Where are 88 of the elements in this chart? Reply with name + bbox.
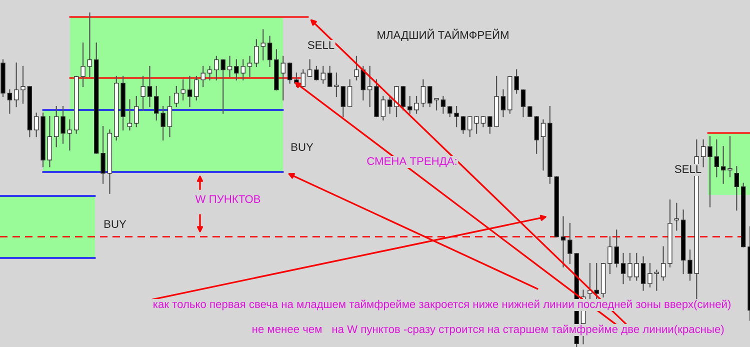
candlestick [674, 202, 679, 231]
candlestick [354, 56, 359, 80]
candlestick [700, 139, 706, 168]
candlestick [634, 252, 639, 281]
annotation: МЛАДШИЙ ТАЙМФРЕЙМ [378, 28, 508, 42]
candlestick [660, 246, 666, 281]
candlestick [420, 79, 426, 108]
candlestick [620, 252, 626, 284]
candlestick [347, 79, 352, 108]
candlestick [167, 96, 172, 138]
candlestick [140, 76, 146, 110]
candlestick [448, 106, 452, 118]
candlestick [7, 89, 12, 114]
candlestick [560, 216, 566, 268]
candlestick [260, 29, 266, 60]
candlestick [608, 236, 612, 274]
candlestick [428, 86, 432, 108]
candlestick [220, 59, 226, 114]
candlestick [654, 270, 659, 291]
candlestick [640, 256, 646, 291]
candlestick [34, 112, 39, 138]
candlestick [500, 89, 506, 118]
candlestick [327, 66, 332, 88]
candlestick [287, 62, 292, 84]
candlestick [728, 136, 732, 178]
annotation: СМЕНА ТРЕНДА: [367, 157, 456, 168]
candlestick [514, 69, 519, 94]
candlestick [400, 86, 406, 110]
candlestick [367, 66, 372, 108]
annotation: BUY [291, 143, 314, 151]
candlestick [340, 86, 346, 118]
annotation: как только первая свеча на младшем таймфрейме закроется ниже нижней линии последней зоны вверх(синей) [154, 300, 730, 310]
candlestick [14, 62, 19, 108]
candlestick [468, 116, 472, 138]
candlestick [147, 66, 152, 108]
candlestick [80, 42, 86, 88]
candlestick [628, 252, 632, 281]
candlestick [60, 106, 66, 144]
candlestick [87, 12, 92, 78]
candlestick [387, 96, 392, 114]
candlestick [480, 116, 486, 128]
annotation: BUY [104, 220, 126, 228]
candlestick [708, 136, 712, 208]
candlestick [714, 139, 720, 178]
candlestick [300, 69, 306, 88]
annotation: SELL [674, 165, 702, 173]
candlestick [380, 96, 386, 120]
candlestick [688, 250, 692, 281]
candlestick [47, 116, 52, 168]
candlestick [307, 59, 312, 78]
annotation: на W пунктов -сразу строится на старшем таймфрейме две линии(красные) [332, 324, 724, 336]
candlestick [614, 230, 619, 268]
annotation: W ПУНКТОВ [195, 195, 260, 203]
candlestick [240, 59, 246, 80]
candlestick [394, 86, 399, 118]
candlestick [214, 56, 219, 80]
candlestick [648, 262, 652, 288]
candlestick [234, 59, 239, 80]
candlestick [127, 99, 132, 130]
candlestick [67, 119, 72, 151]
candlestick [440, 96, 446, 114]
candlestick [720, 146, 726, 184]
candlestick [227, 56, 232, 78]
candlestick [434, 98, 439, 110]
candlestick [280, 56, 286, 100]
annotation: SELL [308, 41, 334, 49]
candlestick [460, 116, 466, 134]
candlestick [488, 116, 492, 134]
annotation: не менее чем [252, 326, 322, 333]
candlestick [314, 66, 319, 80]
candlestick [540, 119, 546, 171]
candlestick [254, 39, 259, 68]
candlestick [454, 106, 459, 128]
candlestick [134, 96, 139, 128]
candlestick [187, 76, 192, 108]
candlestick [474, 116, 479, 134]
candlestick [734, 166, 740, 211]
candlestick [414, 96, 419, 114]
candlestick [247, 56, 252, 78]
candlestick [520, 89, 526, 118]
candlestick [334, 72, 339, 98]
candlestick [320, 66, 326, 84]
candlestick [20, 66, 26, 104]
candlestick [267, 36, 272, 68]
candlestick [408, 96, 412, 114]
candlestick [207, 66, 212, 80]
candlestick [100, 126, 106, 184]
candlestick [54, 106, 59, 148]
